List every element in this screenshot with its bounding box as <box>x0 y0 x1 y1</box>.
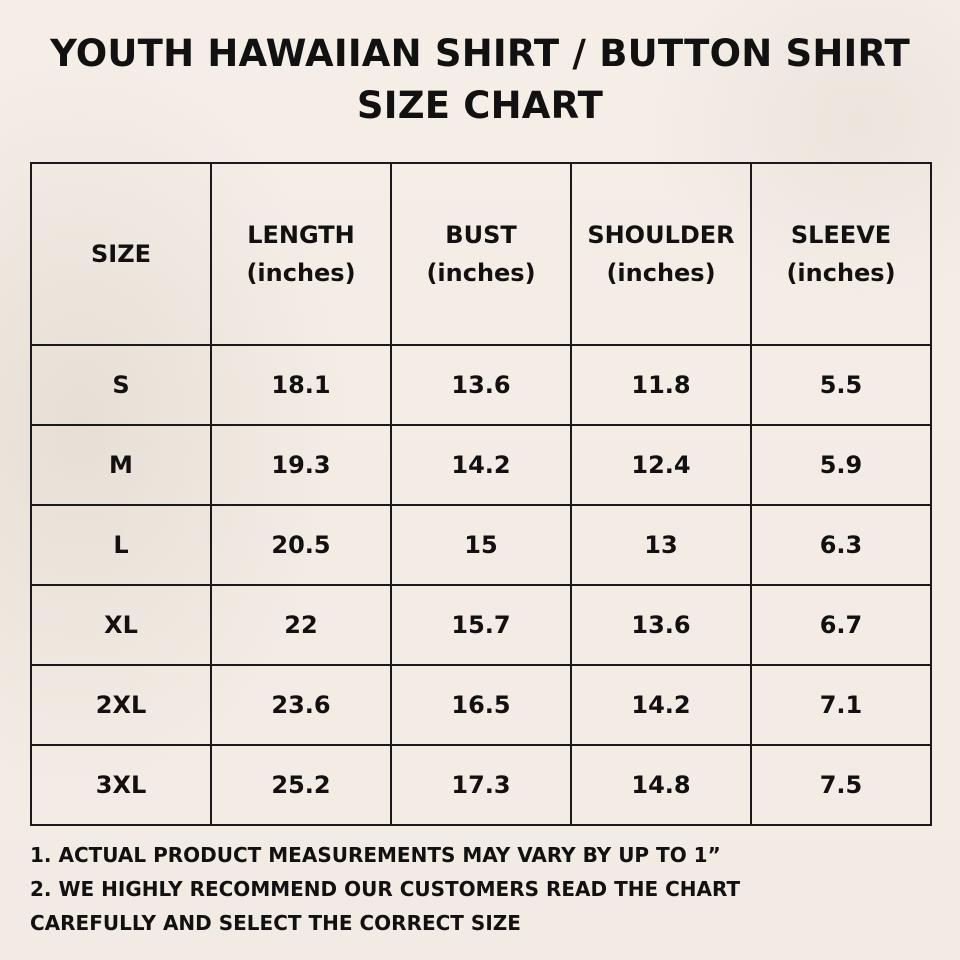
header-length: LENGTH (inches) <box>210 162 392 346</box>
cell-length: 19.3 <box>210 424 392 506</box>
cell-length: 20.5 <box>210 504 392 586</box>
cell-size: 3XL <box>30 744 212 826</box>
table-row: 2XL 23.6 16.5 14.2 7.1 <box>30 664 932 746</box>
cell-sleeve: 7.1 <box>750 664 932 746</box>
cell-size: L <box>30 504 212 586</box>
cell-bust: 14.2 <box>390 424 572 506</box>
header-bust: BUST (inches) <box>390 162 572 346</box>
cell-bust: 13.6 <box>390 344 572 426</box>
note-line-1: 1. ACTUAL PRODUCT MEASUREMENTS MAY VARY … <box>30 843 721 867</box>
cell-bust: 17.3 <box>390 744 572 826</box>
header-shoulder-label: SHOULDER <box>587 221 735 249</box>
cell-length: 18.1 <box>210 344 392 426</box>
header-size: SIZE <box>30 162 212 346</box>
cell-shoulder: 13.6 <box>570 584 752 666</box>
cell-size: XL <box>30 584 212 666</box>
note-line-3: CAREFULLY AND SELECT THE CORRECT SIZE <box>30 911 521 935</box>
header-length-label: LENGTH <box>247 221 355 249</box>
cell-shoulder: 14.2 <box>570 664 752 746</box>
cell-length: 22 <box>210 584 392 666</box>
cell-bust: 16.5 <box>390 664 572 746</box>
page-title: YOUTH HAWAIIAN SHIRT / BUTTON SHIRT SIZE… <box>0 28 960 132</box>
table-row: 3XL 25.2 17.3 14.8 7.5 <box>30 744 932 826</box>
cell-shoulder: 11.8 <box>570 344 752 426</box>
header-sleeve: SLEEVE (inches) <box>750 162 932 346</box>
cell-sleeve: 6.3 <box>750 504 932 586</box>
header-bust-unit: (inches) <box>426 259 536 287</box>
cell-bust: 15.7 <box>390 584 572 666</box>
title-line-2: SIZE CHART <box>356 84 604 127</box>
cell-size: M <box>30 424 212 506</box>
cell-length: 23.6 <box>210 664 392 746</box>
table-row: M 19.3 14.2 12.4 5.9 <box>30 424 932 506</box>
header-sleeve-label: SLEEVE <box>790 221 892 249</box>
cell-sleeve: 6.7 <box>750 584 932 666</box>
cell-size: S <box>30 344 212 426</box>
header-sleeve-unit: (inches) <box>786 259 896 287</box>
header-length-unit: (inches) <box>246 259 356 287</box>
cell-length: 25.2 <box>210 744 392 826</box>
cell-shoulder: 12.4 <box>570 424 752 506</box>
size-chart-table: SIZE LENGTH (inches) BUST (inches) SHOUL… <box>30 162 932 826</box>
title-line-1: YOUTH HAWAIIAN SHIRT / BUTTON SHIRT <box>50 32 910 75</box>
header-bust-label: BUST <box>445 221 517 249</box>
cell-size: 2XL <box>30 664 212 746</box>
table-header-row: SIZE LENGTH (inches) BUST (inches) SHOUL… <box>30 162 932 346</box>
header-shoulder-unit: (inches) <box>606 259 716 287</box>
cell-bust: 15 <box>390 504 572 586</box>
note-line-2: 2. WE HIGHLY RECOMMEND OUR CUSTOMERS REA… <box>30 877 741 901</box>
table-row: L 20.5 15 13 6.3 <box>30 504 932 586</box>
table-row: S 18.1 13.6 11.8 5.5 <box>30 344 932 426</box>
cell-sleeve: 5.5 <box>750 344 932 426</box>
header-shoulder: SHOULDER (inches) <box>570 162 752 346</box>
table-row: XL 22 15.7 13.6 6.7 <box>30 584 932 666</box>
cell-shoulder: 14.8 <box>570 744 752 826</box>
cell-shoulder: 13 <box>570 504 752 586</box>
header-size-label: SIZE <box>90 240 151 268</box>
size-notes: 1. ACTUAL PRODUCT MEASUREMENTS MAY VARY … <box>30 838 930 940</box>
cell-sleeve: 7.5 <box>750 744 932 826</box>
cell-sleeve: 5.9 <box>750 424 932 506</box>
